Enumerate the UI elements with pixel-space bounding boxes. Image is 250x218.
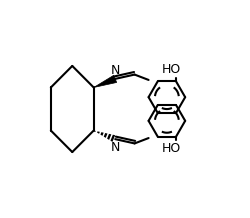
Text: N: N [110, 141, 120, 154]
Polygon shape [110, 135, 115, 142]
Polygon shape [94, 75, 117, 87]
Polygon shape [104, 133, 108, 138]
Polygon shape [107, 134, 111, 140]
Polygon shape [97, 131, 100, 134]
Polygon shape [100, 132, 104, 136]
Text: HO: HO [162, 63, 181, 76]
Text: HO: HO [162, 142, 181, 155]
Text: N: N [110, 64, 120, 77]
Polygon shape [94, 131, 96, 132]
